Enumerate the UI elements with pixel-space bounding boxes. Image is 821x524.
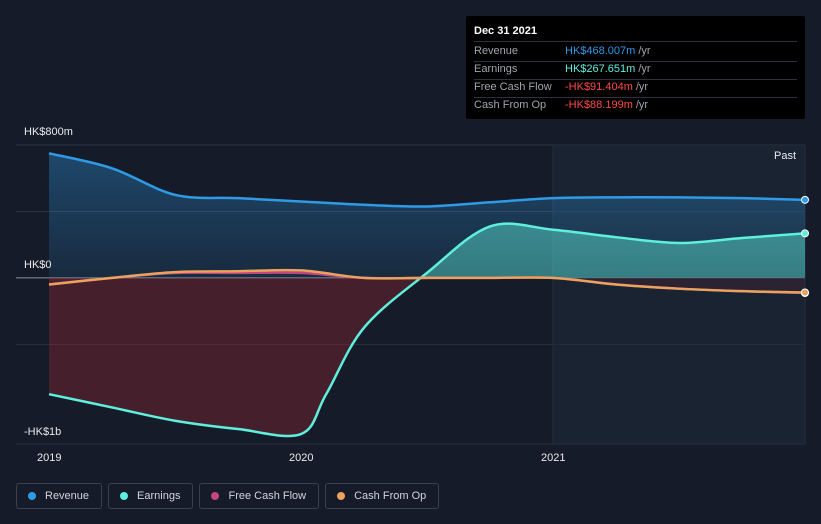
cash-from-op-dot-icon [337,492,346,500]
past-label: Past [774,150,797,162]
legend-cash-from-op-button[interactable]: Cash From Op [325,483,440,509]
legend-earnings-button[interactable]: Earnings [108,483,194,509]
revenue-dot-icon [28,492,36,500]
free-cash-flow-dot-icon [211,492,220,500]
revenue-line [48,152,806,208]
forecast-shade [553,145,805,444]
tooltip-row-earnings: Earnings HK$267.651m /yr [474,62,797,80]
tooltip-value: HK$267.651m [565,63,636,75]
tooltip-row-free-cash-flow: Free Cash Flow -HK$91.404m /yr [474,80,797,98]
x-tick-label-2019: 2019 [37,452,62,464]
revenue-end-point [801,195,809,204]
tooltip: Dec 31 2021 Revenue HK$468.007m /yr Earn… [466,16,805,119]
tooltip-value: -HK$88.199m [565,99,633,111]
tooltip-unit: /yr [638,63,651,75]
legend-label: Earnings [137,490,181,502]
y-tick-label-top: HK$800m [24,126,73,138]
tooltip-label: Earnings [474,63,518,75]
earnings-area-positive [420,223,805,278]
x-tick-label-2020: 2020 [289,452,314,464]
legend-label: Revenue [45,490,90,502]
cash-from-op-line [48,268,806,294]
free-cash-flow-area-negative [49,277,805,294]
tooltip-label: Free Cash Flow [474,81,552,93]
tooltip-value: -HK$91.404m [565,81,633,93]
legend-revenue-button[interactable]: Revenue [16,483,103,509]
tooltip-label: Cash From Op [474,99,547,111]
tooltip-value: HK$468.007m [565,45,636,57]
legend-label: Free Cash Flow [228,490,307,502]
cash-from-op-end-point [801,288,809,297]
tooltip-unit: /yr [638,45,651,57]
y-tick-label-bottom: -HK$1b [24,426,62,438]
legend: Revenue Earnings Free Cash Flow Cash Fro… [16,483,440,509]
tooltip-row-revenue: Revenue HK$468.007m /yr [474,44,797,62]
earnings-line [48,222,806,438]
legend-label: Cash From Op [354,490,427,502]
tooltip-unit: /yr [635,99,649,111]
tooltip-row-cash-from-op: Cash From Op -HK$88.199m /yr [474,98,797,115]
tooltip-date: Dec 31 2021 [474,24,797,42]
earnings-end-point [801,229,809,238]
y-tick-label-zero: HK$0 [24,259,52,271]
legend-free-cash-flow-button[interactable]: Free Cash Flow [199,483,320,509]
x-tick-label-2021: 2021 [541,452,566,464]
earnings-area-negative [49,277,805,437]
tooltip-label: Revenue [474,45,519,57]
earnings-dot-icon [120,492,129,500]
tooltip-unit: /yr [635,81,649,93]
